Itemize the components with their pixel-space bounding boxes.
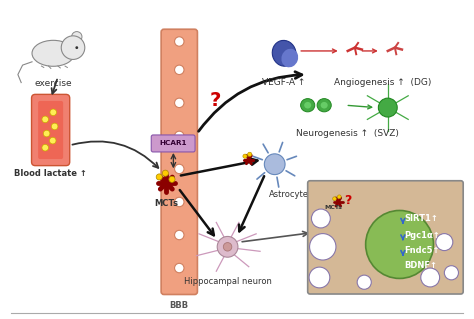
FancyBboxPatch shape [308, 181, 463, 294]
Circle shape [75, 46, 78, 49]
Circle shape [174, 164, 184, 174]
Circle shape [174, 230, 184, 240]
FancyBboxPatch shape [161, 29, 197, 294]
Text: Blood lactate ↑: Blood lactate ↑ [14, 169, 87, 178]
FancyBboxPatch shape [32, 94, 70, 166]
Circle shape [72, 32, 82, 42]
Circle shape [43, 130, 50, 137]
Circle shape [337, 195, 341, 199]
Circle shape [169, 176, 175, 182]
Circle shape [174, 37, 184, 46]
Circle shape [333, 197, 337, 201]
Circle shape [174, 65, 184, 75]
Text: Pgc1α↑: Pgc1α↑ [404, 231, 440, 240]
Circle shape [174, 197, 184, 207]
Text: MCTs: MCTs [325, 205, 343, 210]
Circle shape [444, 266, 458, 280]
Ellipse shape [272, 41, 296, 66]
Circle shape [311, 209, 330, 228]
Text: VEGF-A ↑: VEGF-A ↑ [263, 78, 306, 87]
Ellipse shape [32, 40, 74, 66]
Circle shape [243, 154, 247, 158]
Circle shape [42, 145, 48, 151]
FancyBboxPatch shape [151, 135, 195, 152]
Text: BDNF↑: BDNF↑ [404, 261, 438, 270]
Circle shape [50, 109, 56, 115]
Circle shape [247, 152, 252, 156]
Ellipse shape [301, 99, 315, 112]
Circle shape [174, 98, 184, 108]
Circle shape [357, 275, 371, 289]
Circle shape [310, 234, 336, 260]
Text: ?: ? [344, 194, 351, 207]
Circle shape [421, 268, 439, 287]
Circle shape [223, 242, 232, 251]
Text: BBB: BBB [170, 301, 189, 310]
Text: Angiogenesis ↑  (DG): Angiogenesis ↑ (DG) [334, 78, 432, 87]
Circle shape [156, 174, 162, 180]
Text: HCAR1: HCAR1 [159, 140, 187, 146]
Circle shape [264, 154, 285, 174]
Ellipse shape [317, 99, 331, 112]
FancyBboxPatch shape [38, 101, 63, 159]
Circle shape [217, 236, 238, 257]
Circle shape [162, 170, 168, 176]
Circle shape [49, 137, 56, 144]
Circle shape [174, 263, 184, 273]
Circle shape [61, 36, 85, 59]
Text: Hippocampal neuron: Hippocampal neuron [183, 278, 272, 286]
Circle shape [174, 131, 184, 141]
Text: exercise: exercise [35, 79, 72, 88]
Ellipse shape [304, 102, 311, 108]
Text: Neurogenesis ↑  (SVZ): Neurogenesis ↑ (SVZ) [296, 129, 399, 138]
Text: Fndc5↑: Fndc5↑ [404, 246, 440, 255]
Text: Astrocyte: Astrocyte [269, 190, 309, 199]
Circle shape [309, 267, 330, 288]
Circle shape [378, 98, 397, 117]
Text: ?: ? [210, 91, 221, 110]
Circle shape [51, 123, 58, 130]
Ellipse shape [282, 49, 298, 67]
Text: SIRT1↑: SIRT1↑ [404, 214, 438, 223]
Ellipse shape [320, 102, 328, 108]
Text: MCTs: MCTs [155, 199, 178, 208]
Circle shape [42, 116, 48, 123]
Circle shape [436, 234, 453, 251]
Circle shape [365, 211, 434, 278]
